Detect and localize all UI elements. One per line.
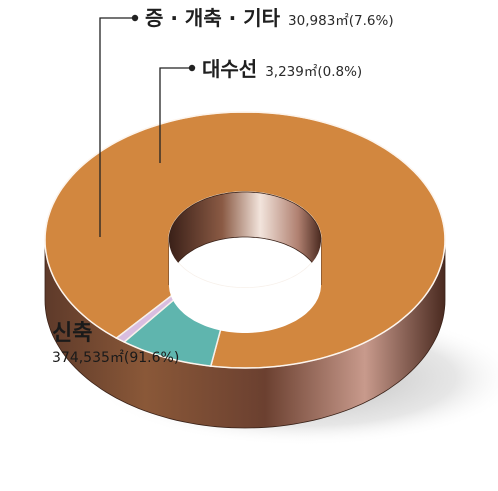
leader-line-1 bbox=[99, 17, 135, 237]
slice-1-label: 증 · 개축 · 기타 bbox=[145, 6, 281, 30]
leader-line-2 bbox=[159, 67, 192, 163]
slice-1-value: 30,983㎡(7.6%) bbox=[288, 13, 394, 29]
slice-0-value: 374,535㎡(91.6%) bbox=[52, 350, 179, 366]
leader-dot-1 bbox=[131, 14, 139, 22]
slice-2-label: 대수선 bbox=[202, 57, 257, 81]
slice-0-label: 신축 bbox=[52, 321, 92, 346]
donut-hole-floor bbox=[169, 240, 321, 333]
donut-hole-wall bbox=[168, 191, 322, 285]
slice-2-value: 3,239㎡(0.8%) bbox=[265, 64, 362, 80]
leader-dot-2 bbox=[188, 64, 196, 72]
donut-rim bbox=[44, 111, 446, 369]
